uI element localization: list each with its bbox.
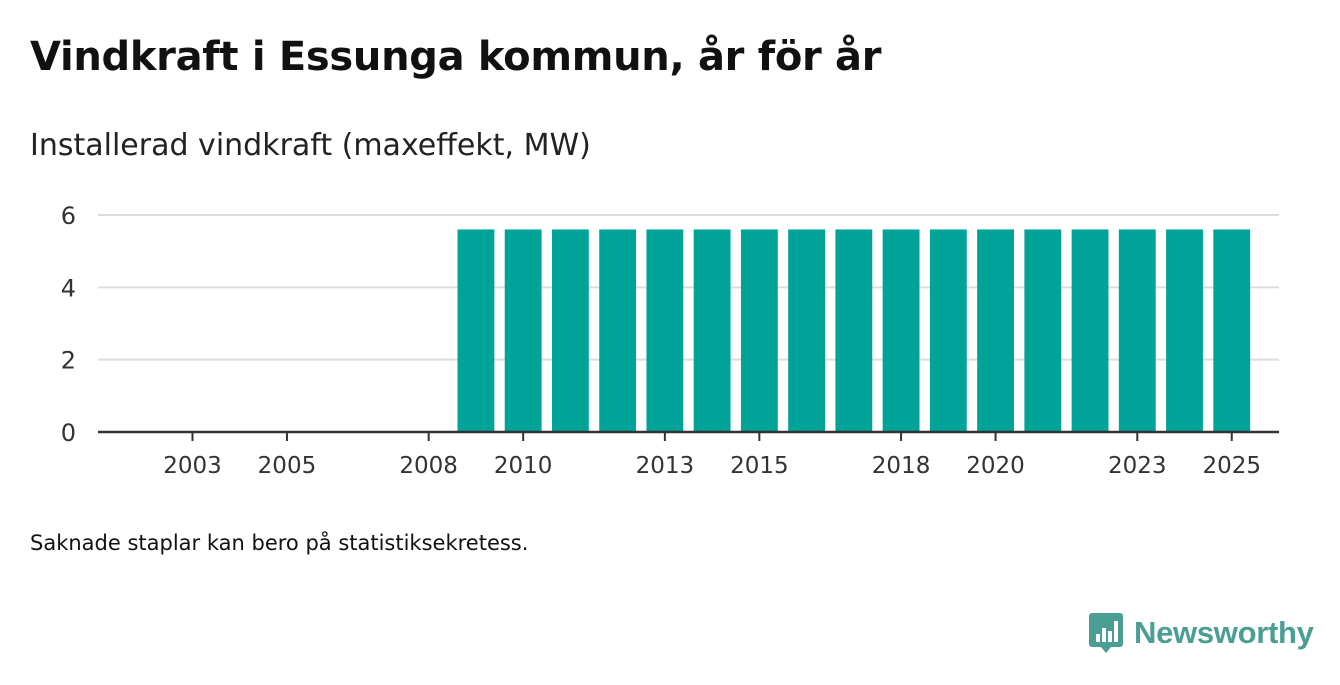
x-tick-label: 2005: [258, 453, 317, 479]
x-tick-label: 2018: [872, 453, 931, 479]
bar: [1118, 229, 1156, 432]
chart-title: Vindkraft i Essunga kommun, år för år: [30, 34, 882, 80]
bar: [457, 229, 495, 432]
bar: [551, 229, 589, 432]
bar: [740, 229, 778, 432]
x-tick-label: 2023: [1108, 453, 1167, 479]
bar: [646, 229, 684, 432]
bar: [599, 229, 637, 432]
x-tick-label: 2008: [399, 453, 458, 479]
bar: [1166, 229, 1203, 432]
y-tick-label: 6: [61, 202, 76, 230]
bar: [835, 229, 873, 432]
bar: [788, 229, 826, 432]
brand-logo: Newsworthy: [1088, 612, 1314, 654]
bar: [1071, 229, 1109, 432]
x-tick-label: 2015: [730, 453, 789, 479]
brand-name: Newsworthy: [1134, 615, 1314, 650]
x-tick-label: 2025: [1202, 453, 1261, 479]
footnote: Saknade staplar kan bero på statistiksek…: [30, 531, 529, 555]
bar: [504, 229, 542, 432]
bar: [1024, 229, 1062, 432]
bar: [693, 229, 731, 432]
x-tick-label: 2020: [966, 453, 1025, 479]
y-tick-label: 4: [61, 274, 76, 302]
x-tick-label: 2010: [494, 453, 553, 479]
bar: [929, 229, 967, 432]
y-tick-label: 2: [61, 347, 76, 375]
x-tick-label: 2013: [636, 453, 695, 479]
y-tick-label: 0: [61, 419, 76, 447]
bar: [977, 229, 1014, 432]
chart-subtitle: Installerad vindkraft (maxeffekt, MW): [30, 128, 591, 163]
x-tick-label: 2003: [163, 453, 222, 479]
bar: [882, 229, 920, 432]
newsworthy-chart-bubble-icon: [1089, 613, 1123, 653]
bar: [1213, 229, 1251, 432]
